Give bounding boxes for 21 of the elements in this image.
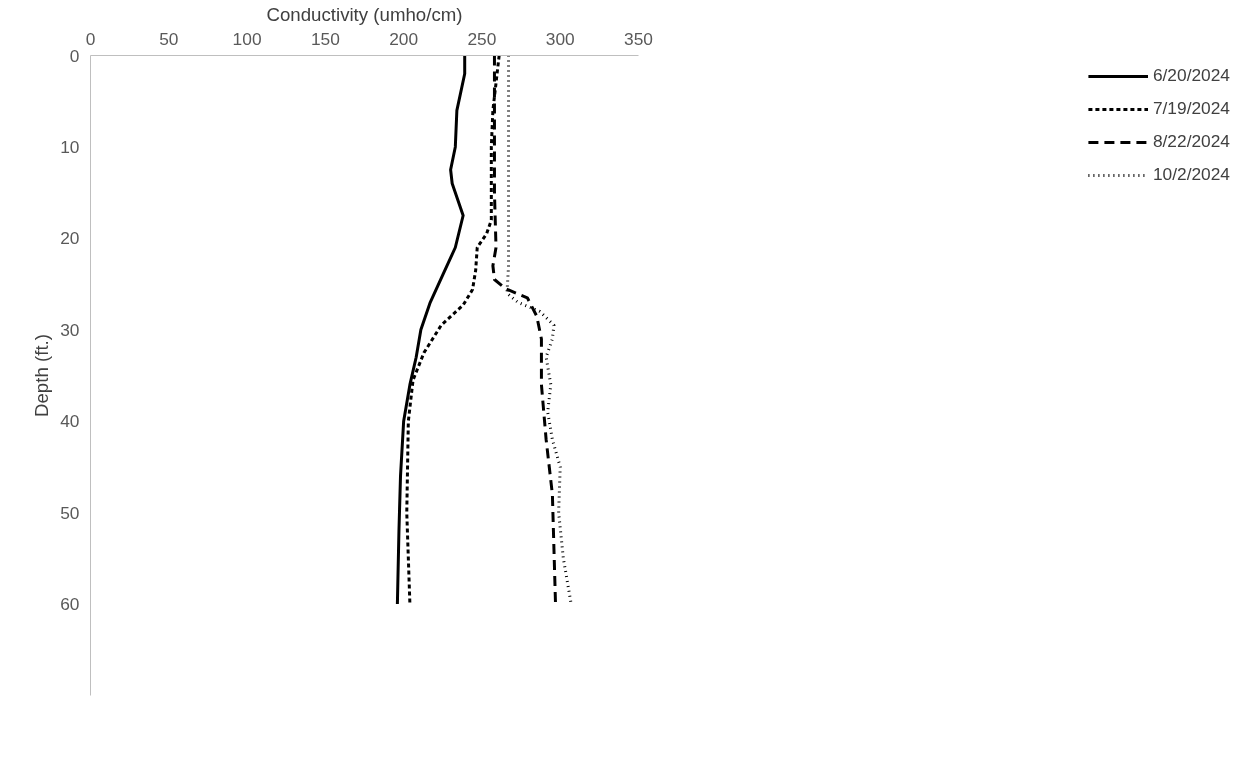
x-tick-label: 150 bbox=[310, 28, 340, 49]
legend-label: 8/22/2024 bbox=[1152, 131, 1230, 152]
y-tick-label: 40 bbox=[60, 411, 80, 432]
x-tick-label: 0 bbox=[85, 28, 96, 49]
y-tick-label: 30 bbox=[60, 319, 80, 340]
x-tick-label: 300 bbox=[545, 28, 575, 49]
y-tick-label: 10 bbox=[60, 136, 80, 157]
y-tick-label: 60 bbox=[60, 594, 80, 615]
legend-label: 7/19/2024 bbox=[1152, 98, 1230, 119]
x-tick-label: 50 bbox=[159, 28, 179, 49]
x-tick-label: 350 bbox=[624, 28, 653, 49]
y-axis-title: Depth (ft.) bbox=[31, 334, 53, 417]
x-tick-label: 200 bbox=[389, 28, 419, 49]
y-tick-label: 50 bbox=[60, 502, 80, 523]
x-tick-label: 250 bbox=[467, 28, 497, 49]
y-tick-label: 20 bbox=[60, 228, 80, 249]
legend-label: 10/2/2024 bbox=[1152, 164, 1230, 185]
legend-label: 6/20/2024 bbox=[1152, 65, 1230, 86]
x-tick-label: 100 bbox=[232, 28, 262, 49]
y-tick-label: 0 bbox=[69, 45, 80, 66]
x-axis-title: Conductivity (umho/cm) bbox=[266, 3, 463, 25]
